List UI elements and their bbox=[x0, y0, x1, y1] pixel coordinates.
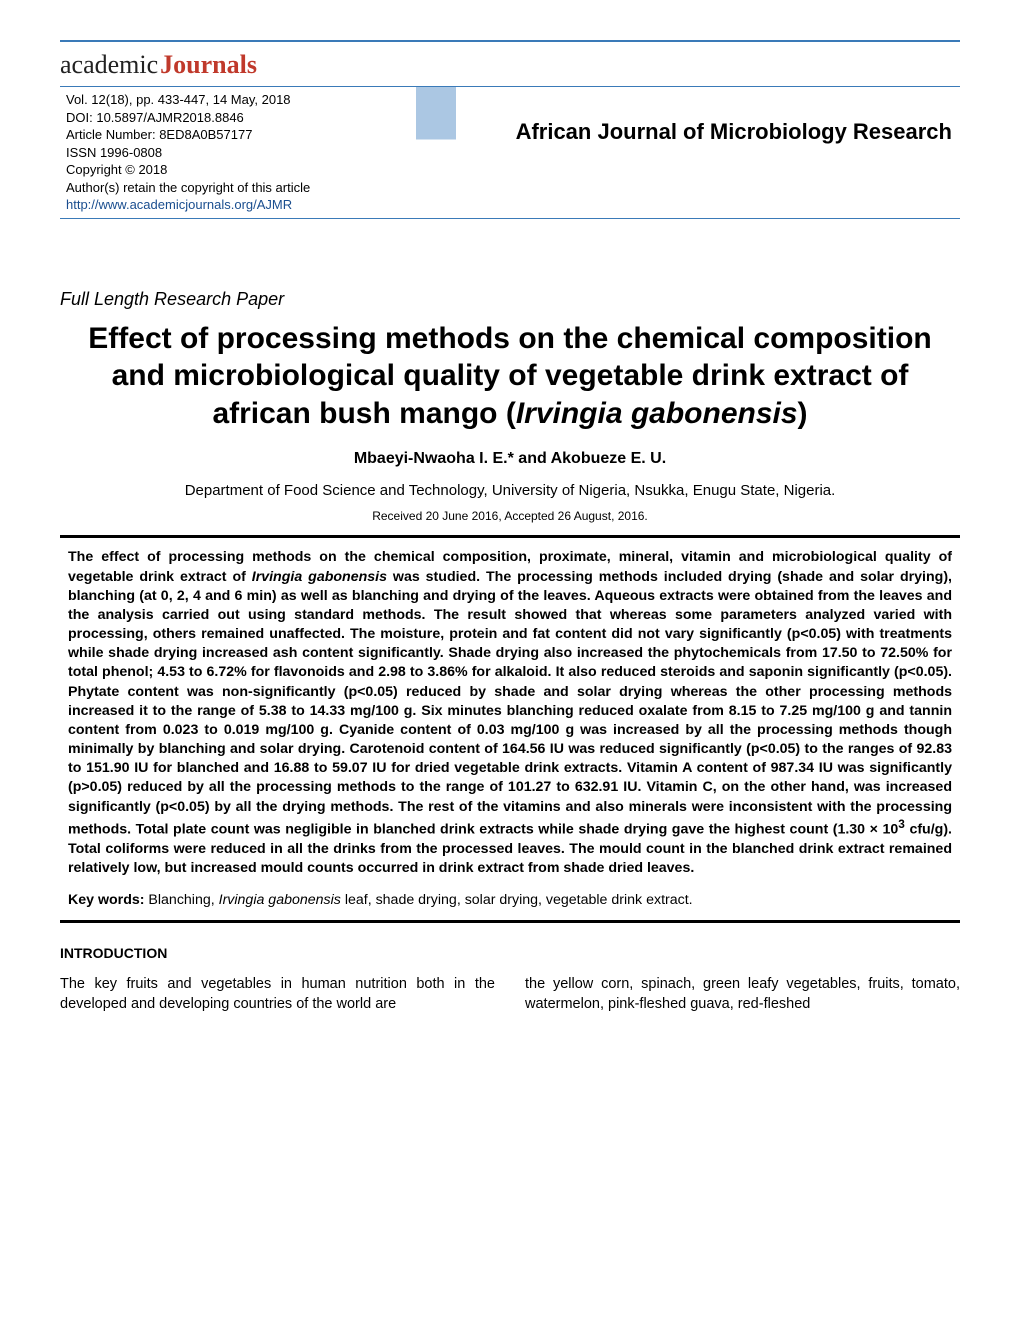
title-species: Irvingia gabonensis bbox=[516, 397, 798, 430]
logo-part1: academic bbox=[60, 50, 158, 80]
article-dates: Received 20 June 2016, Accepted 26 Augus… bbox=[60, 509, 960, 523]
top-rule bbox=[60, 40, 960, 42]
journal-title: African Journal of Microbiology Research bbox=[516, 119, 952, 145]
kw-t1: Blanching, bbox=[148, 892, 218, 908]
kw-t2: leaf, shade drying, solar drying, vegeta… bbox=[341, 892, 693, 908]
intro-col-2: the yellow corn, spinach, green leafy ve… bbox=[525, 975, 960, 1014]
article-title: Effect of processing methods on the chem… bbox=[60, 320, 960, 433]
logo-part2: Journals bbox=[160, 50, 257, 80]
abstract-body: The effect of processing methods on the … bbox=[68, 548, 952, 878]
header-right: African Journal of Microbiology Research bbox=[456, 87, 960, 218]
vol-line: Vol. 12(18), pp. 433-447, 14 May, 2018 bbox=[66, 91, 416, 109]
abs-species-1: Irvingia gabonensis bbox=[252, 569, 387, 585]
abstract-box: The effect of processing methods on the … bbox=[60, 535, 960, 923]
article-type: Full Length Research Paper bbox=[60, 289, 960, 310]
title-text-2: ) bbox=[798, 397, 808, 430]
copyright-line: Copyright © 2018 bbox=[66, 161, 416, 179]
abs-1b: was studied. The processing methods incl… bbox=[68, 569, 952, 838]
authors-retain-line: Author(s) retain the copyright of this a… bbox=[66, 179, 416, 197]
keywords: Key words: Blanching, Irvingia gabonensi… bbox=[68, 892, 952, 908]
publisher-logo: academic Journals bbox=[60, 50, 960, 80]
header-meta: Vol. 12(18), pp. 433-447, 14 May, 2018 D… bbox=[60, 87, 416, 218]
kw-species: Irvingia gabonensis bbox=[219, 892, 341, 908]
header-box: Vol. 12(18), pp. 433-447, 14 May, 2018 D… bbox=[60, 86, 960, 219]
journal-url[interactable]: http://www.academicjournals.org/AJMR bbox=[66, 196, 416, 214]
affiliation: Department of Food Science and Technolog… bbox=[60, 482, 960, 499]
header-gradient-strip bbox=[416, 87, 456, 218]
intro-columns: The key fruits and vegetables in human n… bbox=[60, 975, 960, 1014]
keywords-label: Key words: bbox=[68, 892, 148, 908]
intro-heading: INTRODUCTION bbox=[60, 945, 960, 961]
issn-line: ISSN 1996-0808 bbox=[66, 144, 416, 162]
intro-col-1: The key fruits and vegetables in human n… bbox=[60, 975, 495, 1014]
article-number: Article Number: 8ED8A0B57177 bbox=[66, 126, 416, 144]
abs-sup: 3 bbox=[898, 817, 905, 831]
doi-line: DOI: 10.5897/AJMR2018.8846 bbox=[66, 109, 416, 127]
authors: Mbaeyi-Nwaoha I. E.* and Akobueze E. U. bbox=[60, 450, 960, 468]
